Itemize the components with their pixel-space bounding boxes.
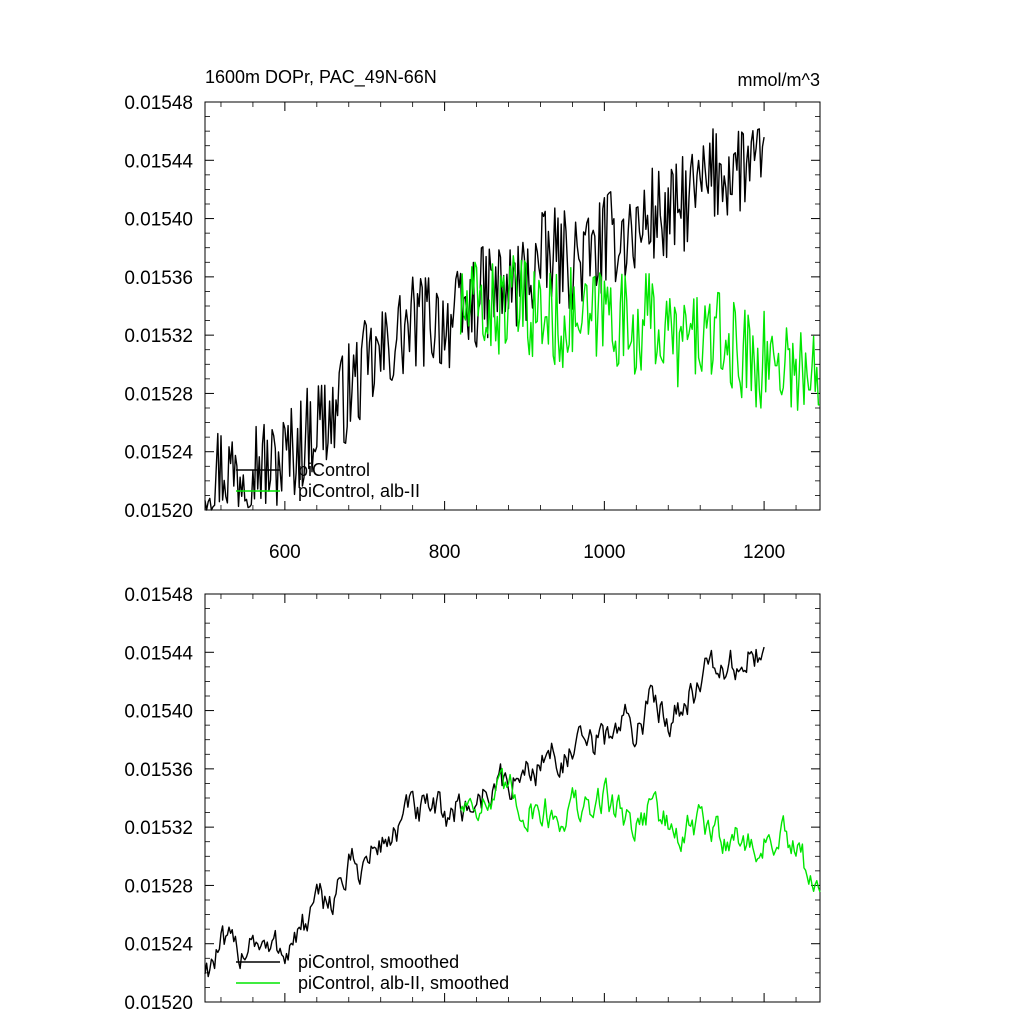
series-line-picontrol xyxy=(204,128,765,511)
y-tick-label: 0.01548 xyxy=(124,93,193,114)
top-series-layer xyxy=(204,128,821,511)
legend-label-picontrol-smoothed: piControl, smoothed xyxy=(298,952,459,972)
y-tick-label: 0.01524 xyxy=(124,935,193,956)
legend-label-alb-ii-smoothed: piControl, alb-II, smoothed xyxy=(298,973,509,993)
legend-label-alb-ii: piControl, alb-II xyxy=(298,481,420,501)
chart-title: 1600m DOPr, PAC_49N-66N xyxy=(205,67,437,88)
bottom-panel: 0.01548 0.01544 0.01540 0.01536 0.01532 0.015… xyxy=(124,585,821,1014)
units-label: mmol/m^3 xyxy=(738,70,820,90)
y-tick-label: 0.01532 xyxy=(124,818,193,839)
top-y-axis: 0.01548 0.01544 0.01540 0.01536 0.01532 0.015… xyxy=(124,93,820,522)
top-panel: 0.01548 0.01544 0.01540 0.01536 0.01532 0.015… xyxy=(124,93,821,563)
x-tick-label: 800 xyxy=(429,542,461,563)
series-line-picontrol-alb-ii xyxy=(459,255,821,411)
bottom-plot-frame xyxy=(204,593,821,1003)
y-tick-label: 0.01544 xyxy=(124,151,193,172)
y-tick-label: 0.01536 xyxy=(124,268,193,289)
top-legend: piControl piControl, alb-II xyxy=(236,460,420,501)
y-tick-label: 0.01540 xyxy=(124,702,193,723)
y-tick-label: 0.01528 xyxy=(124,384,193,405)
bottom-series-layer xyxy=(204,646,821,978)
y-tick-label: 0.01544 xyxy=(124,643,193,664)
bottom-x-axis xyxy=(220,594,797,1002)
y-tick-label: 0.01532 xyxy=(124,326,193,347)
y-tick-label: 0.01520 xyxy=(124,993,193,1014)
bottom-y-axis: 0.01548 0.01544 0.01540 0.01536 0.01532 0.015… xyxy=(124,585,820,1014)
y-tick-label: 0.01548 xyxy=(124,585,193,606)
x-tick-label: 1000 xyxy=(583,542,625,563)
y-tick-label: 0.01520 xyxy=(124,501,193,522)
y-tick-label: 0.01528 xyxy=(124,876,193,897)
series-line-picontrol-alb-ii-smoothed xyxy=(459,767,821,893)
bottom-legend: piControl, smoothed piControl, alb-II, s… xyxy=(236,952,509,993)
legend-label-picontrol: piControl xyxy=(298,460,370,480)
series-line-picontrol-smoothed xyxy=(204,646,765,978)
y-tick-label: 0.01536 xyxy=(124,760,193,781)
x-tick-label: 600 xyxy=(269,542,301,563)
y-tick-label: 0.01540 xyxy=(124,210,193,231)
y-tick-label: 0.01524 xyxy=(124,443,193,464)
top-x-axis: 600 800 1000 1200 xyxy=(220,102,797,563)
x-tick-label: 1200 xyxy=(743,542,785,563)
